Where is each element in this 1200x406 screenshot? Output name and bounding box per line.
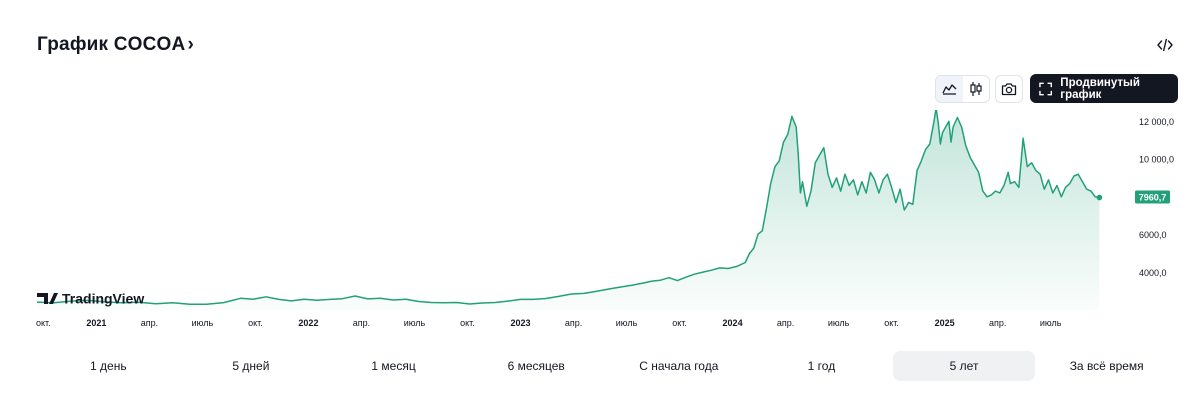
range-tab[interactable]: С начала года bbox=[639, 359, 719, 373]
range-tab[interactable]: 6 месяцев bbox=[507, 359, 565, 373]
x-tick-label: окт. bbox=[460, 318, 475, 328]
page-title: График COCOA bbox=[37, 34, 186, 55]
range-tab[interactable]: 1 месяц bbox=[371, 359, 416, 373]
y-tick-label: 6000,0 bbox=[1139, 230, 1167, 240]
y-tick-label: 4000,0 bbox=[1139, 268, 1167, 278]
advanced-chart-button[interactable]: Продвинутый график bbox=[1030, 74, 1178, 103]
x-tick-label: 2022 bbox=[298, 318, 318, 328]
range-tab[interactable]: За всё время bbox=[1069, 359, 1144, 373]
x-tick-label: апр. bbox=[777, 318, 794, 328]
x-tick-label: апр. bbox=[141, 318, 158, 328]
y-tick-label: 10 000,0 bbox=[1139, 155, 1174, 165]
range-tab[interactable]: 5 дней bbox=[232, 359, 270, 373]
x-tick-label: июль bbox=[404, 318, 426, 328]
last-price-dot bbox=[1096, 194, 1103, 201]
x-tick-label: 2025 bbox=[935, 318, 955, 328]
x-tick-label: 2021 bbox=[86, 318, 106, 328]
code-embed-icon[interactable] bbox=[1153, 34, 1177, 56]
x-tick-label: 2024 bbox=[723, 318, 743, 328]
last-price-marker: 7960,7 bbox=[1096, 190, 1170, 204]
chart-title-link[interactable]: График COCOA › bbox=[37, 34, 194, 56]
x-tick-label: июль bbox=[828, 318, 850, 328]
last-price-label: 7960,7 bbox=[1139, 193, 1167, 203]
x-axis: окт. 2021 апр. июль окт. 2022 апр. июль окт. 2023… bbox=[36, 318, 1062, 328]
chart-type-toggle bbox=[935, 75, 990, 103]
area-chart-icon[interactable] bbox=[936, 76, 963, 102]
range-tab[interactable]: 5 лет bbox=[892, 351, 1036, 381]
last-price-badge bbox=[1135, 190, 1170, 204]
range-tab[interactable]: 1 день bbox=[90, 359, 127, 373]
price-line bbox=[36, 110, 1100, 306]
x-tick-label: окт. bbox=[248, 318, 263, 328]
svg-text:TradingView: TradingView bbox=[62, 291, 144, 307]
price-chart[interactable]: окт. 2021 апр. июль окт. 2022 апр. июль окт. 2023… bbox=[0, 110, 1200, 335]
x-tick-label: окт. bbox=[672, 318, 687, 328]
x-tick-label: окт. bbox=[884, 318, 899, 328]
x-tick-label: июль bbox=[616, 318, 638, 328]
x-tick-label: июль bbox=[192, 318, 214, 328]
x-tick-label: апр. bbox=[989, 318, 1006, 328]
tradingview-logo: TradingView bbox=[37, 291, 144, 307]
x-tick-label: апр. bbox=[353, 318, 370, 328]
range-tab[interactable]: 1 год bbox=[807, 359, 836, 373]
x-tick-label: окт. bbox=[36, 318, 51, 328]
x-tick-label: апр. bbox=[565, 318, 582, 328]
x-tick-label: июль bbox=[1040, 318, 1062, 328]
y-tick-label: 12 000,0 bbox=[1139, 117, 1174, 127]
fullscreen-corners-icon bbox=[1039, 82, 1053, 95]
time-range-tabs: 1 день 5 дней 1 месяц 6 месяцев С начала год… bbox=[37, 351, 1178, 381]
price-area-fill bbox=[37, 110, 1100, 310]
y-axis: 4000,0 6000,0 10 000,0 12 000,0 bbox=[1139, 117, 1174, 278]
camera-icon[interactable] bbox=[995, 75, 1023, 103]
candles-chart-icon[interactable] bbox=[963, 76, 990, 102]
chevron-right-icon: › bbox=[187, 33, 194, 55]
x-tick-label: 2023 bbox=[510, 318, 530, 328]
advanced-chart-label: Продвинутый график bbox=[1060, 76, 1140, 101]
